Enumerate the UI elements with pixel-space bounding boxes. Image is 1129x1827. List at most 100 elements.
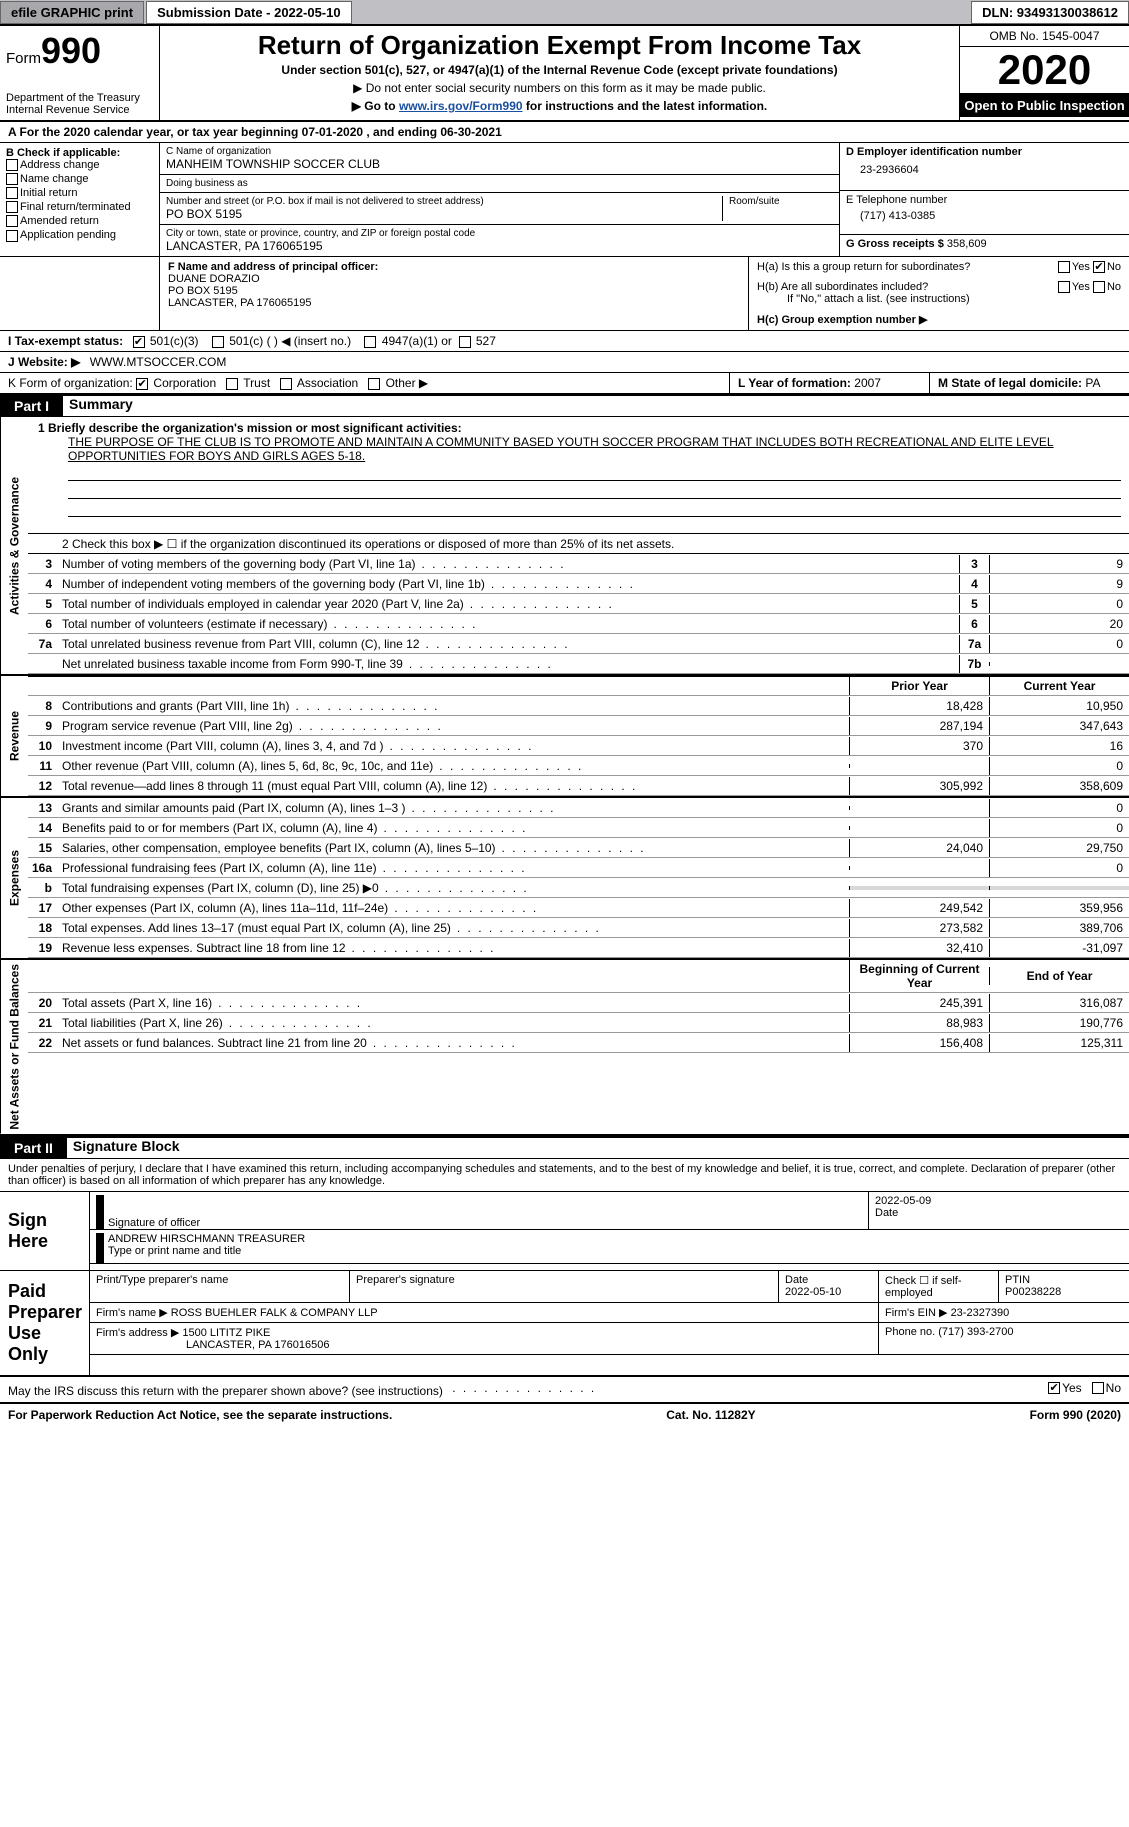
irs-link[interactable]: www.irs.gov/Form990: [399, 99, 523, 113]
hb-yes[interactable]: [1058, 281, 1070, 293]
gross-lbl: G Gross receipts $: [846, 238, 944, 250]
city-lbl: City or town, state or province, country…: [166, 228, 833, 239]
officer-lbl: F Name and address of principal officer:: [168, 261, 740, 273]
block-b: B Check if applicable: Address change Na…: [0, 143, 160, 256]
note2-pre: ▶ Go to: [352, 99, 399, 113]
lbl-assoc: Association: [297, 376, 358, 390]
hdr-current: Current Year: [989, 677, 1129, 695]
firm-phone-val: (717) 393-2700: [938, 1326, 1013, 1338]
org-name: MANHEIM TOWNSHIP SOCCER CLUB: [166, 157, 833, 171]
header-right: OMB No. 1545-0047 2020 Open to Public In…: [959, 26, 1129, 120]
line-i-lead: I Tax-exempt status:: [8, 334, 123, 348]
table-row: 20Total assets (Part X, line 16)245,3913…: [28, 993, 1129, 1013]
block-h: H(a) Is this a group return for subordin…: [749, 257, 1129, 330]
firm-ein-val: 23-2327390: [951, 1307, 1010, 1319]
table-row: 16aProfessional fundraising fees (Part I…: [28, 858, 1129, 878]
hdr-begin: Beginning of Current Year: [849, 960, 989, 992]
prep-date-lbl: Date: [785, 1274, 872, 1286]
table-row: 4Number of independent voting members of…: [28, 574, 1129, 594]
footer: For Paperwork Reduction Act Notice, see …: [0, 1402, 1129, 1426]
chk-other[interactable]: [368, 378, 380, 390]
declaration-text: Under penalties of perjury, I declare th…: [0, 1159, 1129, 1192]
chk-501c[interactable]: [212, 336, 224, 348]
prep-date-val: 2022-05-10: [785, 1286, 872, 1298]
tax-period: A For the 2020 calendar year, or tax yea…: [0, 122, 1129, 143]
ha-lbl: H(a) Is this a group return for subordin…: [757, 261, 970, 273]
table-row: 13Grants and similar amounts paid (Part …: [28, 798, 1129, 818]
firm-addr2: LANCASTER, PA 176016506: [96, 1339, 872, 1351]
chk-address-change[interactable]: [6, 159, 18, 171]
chk-trust[interactable]: [226, 378, 238, 390]
sig-date-lbl: Date: [875, 1207, 1123, 1219]
lbl-other: Other ▶: [386, 376, 429, 390]
table-row: 3Number of voting members of the governi…: [28, 554, 1129, 574]
chk-corp[interactable]: [136, 378, 148, 390]
chk-initial[interactable]: [6, 187, 18, 199]
section-exp: Expenses 13Grants and similar amounts pa…: [0, 798, 1129, 960]
discuss-no-lbl: No: [1106, 1381, 1121, 1395]
footer-mid: Cat. No. 11282Y: [666, 1408, 755, 1422]
hc-lbl: H(c) Group exemption number ▶: [749, 309, 1129, 330]
sign-here-block: Sign Here Signature of officer 2022-05-0…: [0, 1192, 1129, 1271]
discuss-yes[interactable]: [1048, 1382, 1060, 1394]
addr-val: PO BOX 5195: [166, 207, 716, 221]
hb-lbl: H(b) Are all subordinates included?: [757, 281, 928, 293]
lbl-address-change: Address change: [20, 159, 100, 171]
firm-name-lbl: Firm's name ▶: [96, 1307, 168, 1319]
chk-amended[interactable]: [6, 215, 18, 227]
line-j: J Website: ▶ WWW.MTSOCCER.COM: [0, 352, 1129, 373]
table-row: 18Total expenses. Add lines 13–17 (must …: [28, 918, 1129, 938]
hdr-end: End of Year: [989, 967, 1129, 985]
hb-no-lbl: No: [1107, 281, 1121, 293]
hb-no[interactable]: [1093, 281, 1105, 293]
table-row: 7aTotal unrelated business revenue from …: [28, 634, 1129, 654]
mission-block: 1 Briefly describe the organization's mi…: [28, 417, 1129, 534]
chk-final[interactable]: [6, 201, 18, 213]
firm-ein-lbl: Firm's EIN ▶: [885, 1307, 948, 1319]
part1-title: Summary: [63, 396, 133, 416]
ha-no[interactable]: [1093, 261, 1105, 273]
addr-lbl: Number and street (or P.O. box if mail i…: [166, 196, 716, 207]
block-deg: D Employer identification number 23-2936…: [839, 143, 1129, 256]
chk-501c3[interactable]: [133, 336, 145, 348]
table-row: 21Total liabilities (Part X, line 26)88,…: [28, 1013, 1129, 1033]
hdr-prior: Prior Year: [849, 677, 989, 695]
section-rev: Revenue Prior Year Current Year 8Contrib…: [0, 676, 1129, 798]
gross-val: 358,609: [947, 238, 987, 250]
hb-yes-lbl: Yes: [1072, 281, 1090, 293]
lbl-527: 527: [476, 334, 496, 348]
discuss-yes-lbl: Yes: [1062, 1381, 1082, 1395]
chk-4947[interactable]: [364, 336, 376, 348]
table-row: 14Benefits paid to or for members (Part …: [28, 818, 1129, 838]
ha-yes[interactable]: [1058, 261, 1070, 273]
lbl-initial: Initial return: [20, 187, 77, 199]
lbl-final: Final return/terminated: [20, 201, 131, 213]
table-row: 10Investment income (Part VIII, column (…: [28, 736, 1129, 756]
line-j-lead: J Website: ▶: [8, 355, 80, 369]
line-l-lbl: L Year of formation:: [738, 376, 851, 390]
ha-no-lbl: No: [1107, 261, 1121, 273]
chk-pending[interactable]: [6, 230, 18, 242]
line-klm: K Form of organization: Corporation Trus…: [0, 373, 1129, 394]
lbl-amended: Amended return: [20, 215, 99, 227]
block-b-lead: B Check if applicable:: [6, 147, 153, 159]
lbl-trust: Trust: [243, 376, 270, 390]
chk-527[interactable]: [459, 336, 471, 348]
tax-year: 2020: [960, 47, 1129, 94]
table-row: 5Total number of individuals employed in…: [28, 594, 1129, 614]
discuss-no[interactable]: [1092, 1382, 1104, 1394]
part2-hdr: Part II: [0, 1138, 67, 1158]
room-lbl: Room/suite: [729, 196, 833, 207]
footer-left: For Paperwork Reduction Act Notice, see …: [8, 1408, 392, 1422]
dln-label: DLN: 93493130038612: [971, 1, 1129, 24]
efile-print-button[interactable]: efile GRAPHIC print: [0, 1, 144, 24]
ein-lbl: D Employer identification number: [846, 146, 1123, 158]
line-l-val: 2007: [854, 376, 881, 390]
q2-text: 2 Check this box ▶ ☐ if the organization…: [58, 535, 1129, 553]
website-val[interactable]: WWW.MTSOCCER.COM: [90, 355, 227, 369]
block-f: F Name and address of principal officer:…: [160, 257, 749, 330]
form-number: 990: [41, 30, 101, 71]
chk-name-change[interactable]: [6, 173, 18, 185]
lbl-501c3: 501(c)(3): [150, 334, 199, 348]
chk-assoc[interactable]: [280, 378, 292, 390]
